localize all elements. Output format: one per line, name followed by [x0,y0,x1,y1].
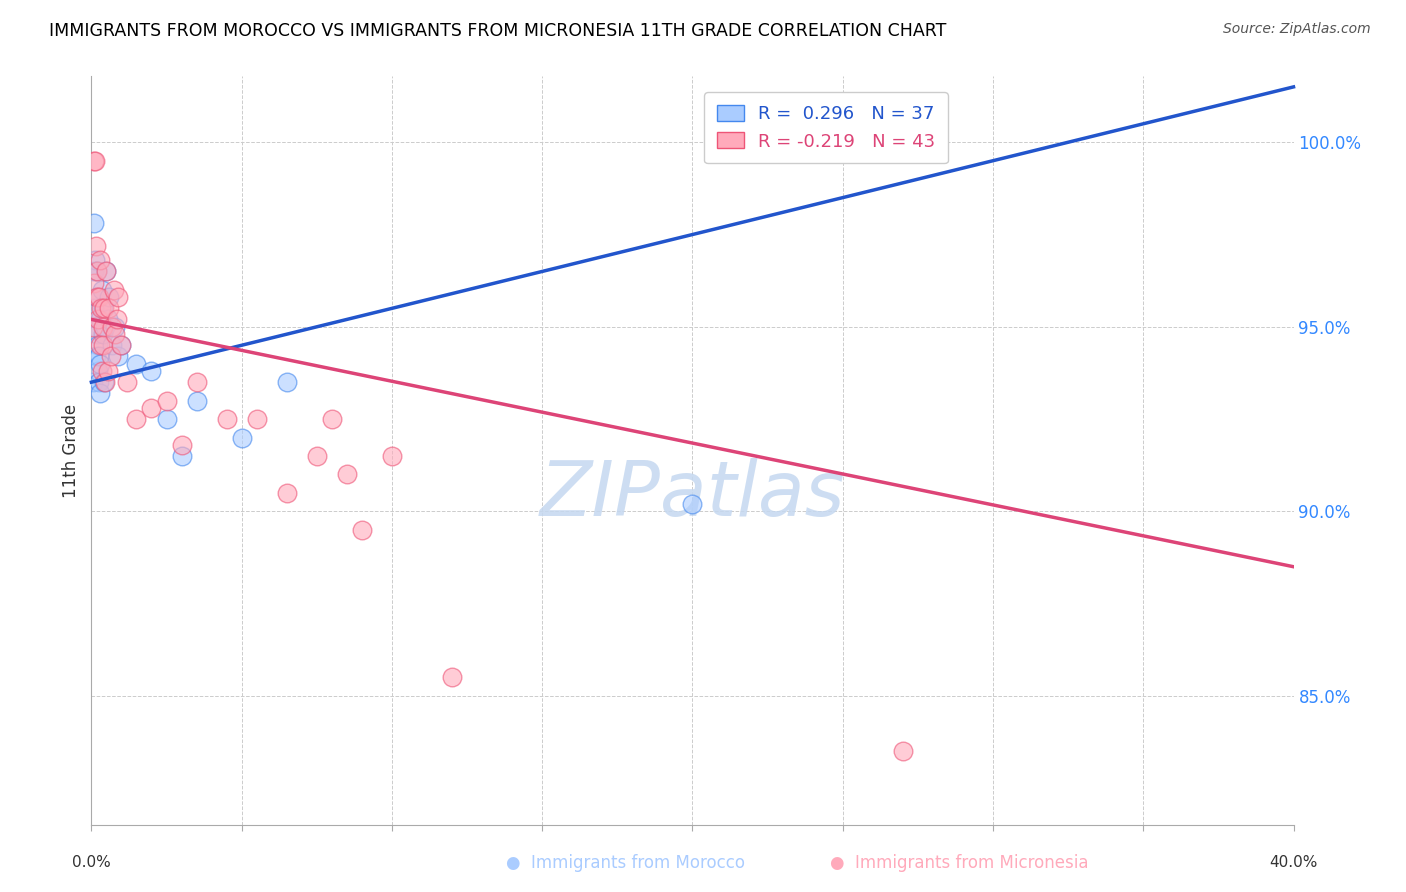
Point [90,283,112,297]
Point [155,412,177,426]
Point [276,486,298,500]
Point [89,357,111,371]
Point [86,264,108,278]
Point [321,412,343,426]
Text: IMMIGRANTS FROM MOROCCO VS IMMIGRANTS FROM MICRONESIA 11TH GRADE CORRELATION CHA: IMMIGRANTS FROM MOROCCO VS IMMIGRANTS FR… [49,22,946,40]
Point [891,744,914,758]
Point [441,670,464,684]
Point [105,312,128,326]
Point [104,319,127,334]
Point [86,290,108,304]
Point [94,375,117,389]
Point [350,523,373,537]
Point [125,412,148,426]
Point [155,393,177,408]
Point [84,349,107,363]
Point [305,449,328,463]
Point [98,301,121,316]
Point [100,349,122,363]
Point [170,449,193,463]
Point [84,153,107,168]
Point [93,338,115,352]
Text: ZIPatlas: ZIPatlas [540,458,845,533]
Point [97,312,120,326]
Point [90,301,112,316]
Point [87,364,110,378]
Point [93,375,115,389]
Point [96,264,118,278]
Point [87,338,110,352]
Point [103,283,125,297]
Point [86,290,108,304]
Point [231,431,253,445]
Point [83,264,105,278]
Point [87,349,110,363]
Point [83,301,105,316]
Point [170,438,193,452]
Point [82,319,104,334]
Point [93,301,115,316]
Point [110,338,132,352]
Point [89,253,111,268]
Point [89,312,111,326]
Point [87,290,110,304]
Text: Source: ZipAtlas.com: Source: ZipAtlas.com [1223,22,1371,37]
Point [89,386,111,401]
Point [86,327,108,342]
Point [86,264,108,278]
Point [91,301,114,316]
Point [276,375,298,389]
Text: ●  Immigrants from Morocco: ● Immigrants from Morocco [506,855,745,872]
Point [107,349,129,363]
Point [101,338,124,352]
Point [90,364,112,378]
Point [110,338,132,352]
Point [246,412,269,426]
Point [107,290,129,304]
Point [82,375,104,389]
Point [186,393,208,408]
Point [681,497,703,511]
Point [83,217,105,231]
Text: 40.0%: 40.0% [1270,855,1317,870]
Point [89,338,111,352]
Point [186,375,208,389]
Text: ●  Immigrants from Micronesia: ● Immigrants from Micronesia [830,855,1088,872]
Point [84,319,107,334]
Point [215,412,238,426]
Point [91,319,114,334]
Point [101,319,124,334]
Point [87,312,110,326]
Point [84,253,107,268]
Point [87,375,110,389]
Point [83,153,105,168]
Point [94,319,117,334]
Point [381,449,404,463]
Point [336,467,359,482]
Point [83,276,105,290]
Point [104,327,127,342]
Point [141,364,163,378]
Point [93,327,115,342]
Y-axis label: 11th Grade: 11th Grade [62,403,80,498]
Point [96,264,118,278]
Point [117,375,139,389]
Point [125,357,148,371]
Text: 0.0%: 0.0% [72,855,111,870]
Point [84,238,107,252]
Point [97,364,120,378]
Point [141,401,163,415]
Legend: R =  0.296   N = 37, R = -0.219   N = 43: R = 0.296 N = 37, R = -0.219 N = 43 [704,93,948,163]
Point [98,290,121,304]
